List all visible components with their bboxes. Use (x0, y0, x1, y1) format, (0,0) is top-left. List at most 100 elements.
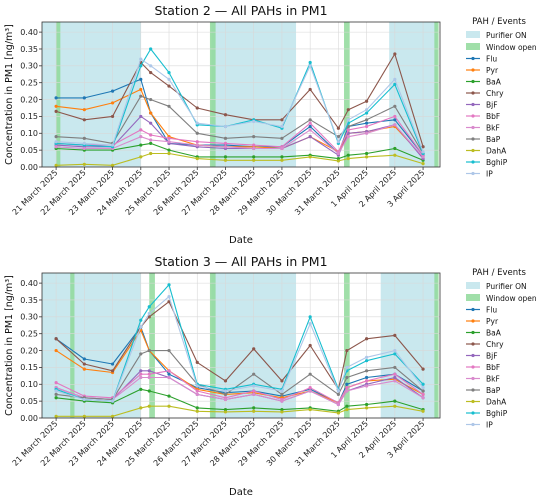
legend-marker-IP (471, 171, 475, 176)
data-point-Chry (393, 333, 397, 337)
legend-label-Chry: Chry (486, 340, 504, 349)
data-point-Chry (365, 99, 369, 103)
series-line-BkF (56, 124, 424, 158)
data-point-BaP (167, 348, 171, 353)
data-point-IP (139, 57, 143, 61)
legend-label-BjF: BjF (486, 352, 498, 361)
data-point-BbF (195, 140, 199, 144)
data-point-IP (308, 64, 312, 68)
window-span (434, 273, 439, 418)
window-span (56, 22, 61, 167)
legend-title: PAH / Events (472, 268, 526, 278)
data-point-BbF (167, 369, 171, 373)
data-point-BkF (393, 123, 397, 127)
data-point-BaA (280, 155, 284, 159)
data-point-Chry (393, 52, 397, 56)
data-point-BghiP (167, 283, 171, 287)
legend-label-BkF: BkF (486, 124, 500, 133)
y-tick-label: 0.10 (20, 380, 38, 389)
y-tick-label: 0.35 (20, 45, 38, 54)
data-point-BkF (147, 375, 151, 380)
series-line-BkF (55, 376, 424, 406)
data-point-BkF (139, 375, 143, 380)
legend-label-BbF: BbF (486, 112, 500, 121)
data-point-Flu (82, 96, 86, 100)
data-point-DahA (195, 409, 199, 413)
legend: PAH / Events Purifier ON Window open Flu Pyr… (466, 268, 537, 430)
data-point-BaA (195, 406, 199, 410)
data-point-BkF (336, 402, 340, 407)
data-point-IP (421, 150, 425, 154)
data-point-DahA (223, 158, 228, 162)
plot-frame (41, 21, 441, 168)
data-point-BaP (139, 94, 143, 98)
legend-marker-BghiP (471, 411, 475, 415)
data-point-DahA (308, 155, 312, 159)
data-point-IP (336, 140, 340, 144)
legend-purifier-label: Purifier ON (486, 31, 527, 40)
data-point-BaA (223, 155, 228, 159)
legend-marker-BjF (471, 353, 475, 358)
data-point-BaP (421, 389, 425, 393)
data-point-IP (346, 118, 350, 122)
y-tick-label: 0.15 (20, 112, 38, 121)
data-point-BjF (147, 369, 151, 373)
data-point-Chry (365, 337, 369, 341)
data-point-BaA (336, 156, 340, 161)
data-point-BaP (393, 365, 397, 370)
data-point-IP (252, 119, 256, 124)
data-point-IP (365, 108, 369, 112)
data-point-BaA (54, 396, 58, 400)
data-point-BaP (252, 372, 256, 376)
data-point-DahA (195, 156, 199, 161)
data-point-BaP (308, 372, 312, 376)
data-point-BkF (308, 128, 312, 132)
x-axis-label: Date (229, 487, 253, 498)
legend-marker-BaA (471, 79, 475, 84)
legend-label-BghiP: BghiP (486, 409, 508, 418)
data-point-BjF (393, 375, 397, 380)
data-point-Chry (280, 379, 284, 383)
series-line-Chry (55, 53, 424, 147)
data-point-BaA (139, 387, 143, 391)
data-point-BaP (365, 118, 369, 122)
legend-window-label: Window open (486, 294, 537, 303)
data-point-Flu (393, 118, 397, 122)
data-point-BaP (149, 97, 153, 102)
data-point-DahA (280, 158, 284, 162)
data-point-Flu (82, 357, 86, 361)
data-point-Chry (336, 126, 340, 130)
data-point-BaA (167, 148, 171, 152)
data-point-BkF (336, 151, 340, 156)
legend-label-BaA: BaA (486, 329, 502, 338)
data-point-BaP (393, 104, 397, 108)
data-point-IP (223, 124, 228, 129)
data-point-BjF (308, 135, 312, 139)
legend-label-BaP: BaP (486, 135, 501, 144)
y-tick-label: 0.30 (20, 313, 38, 322)
legend-marker-BbF (471, 365, 475, 369)
data-point-IP (167, 77, 171, 81)
data-point-BbF (54, 380, 58, 385)
data-point-BaA (346, 153, 350, 157)
y-tick-label: 0.30 (20, 62, 38, 71)
legend-label-Pyr: Pyr (486, 66, 499, 75)
data-point-BkF (308, 389, 312, 393)
data-point-BaA (147, 389, 151, 393)
data-point-Chry (421, 145, 425, 149)
data-point-IP (365, 355, 369, 359)
data-point-BaA (252, 155, 256, 159)
data-point-DahA (252, 409, 256, 413)
data-point-DahA (82, 162, 86, 166)
chart-title: Station 2 — All PAHs in PM1 (154, 3, 327, 18)
data-point-IP (82, 397, 86, 402)
series-line-Chry (55, 301, 424, 390)
data-point-BbF (139, 128, 143, 132)
data-point-BaP (82, 136, 86, 140)
data-point-BkF (82, 146, 86, 151)
window-span (434, 22, 439, 167)
data-point-IP (308, 321, 312, 326)
data-point-DahA (139, 406, 143, 410)
data-point-Pyr (149, 111, 153, 115)
